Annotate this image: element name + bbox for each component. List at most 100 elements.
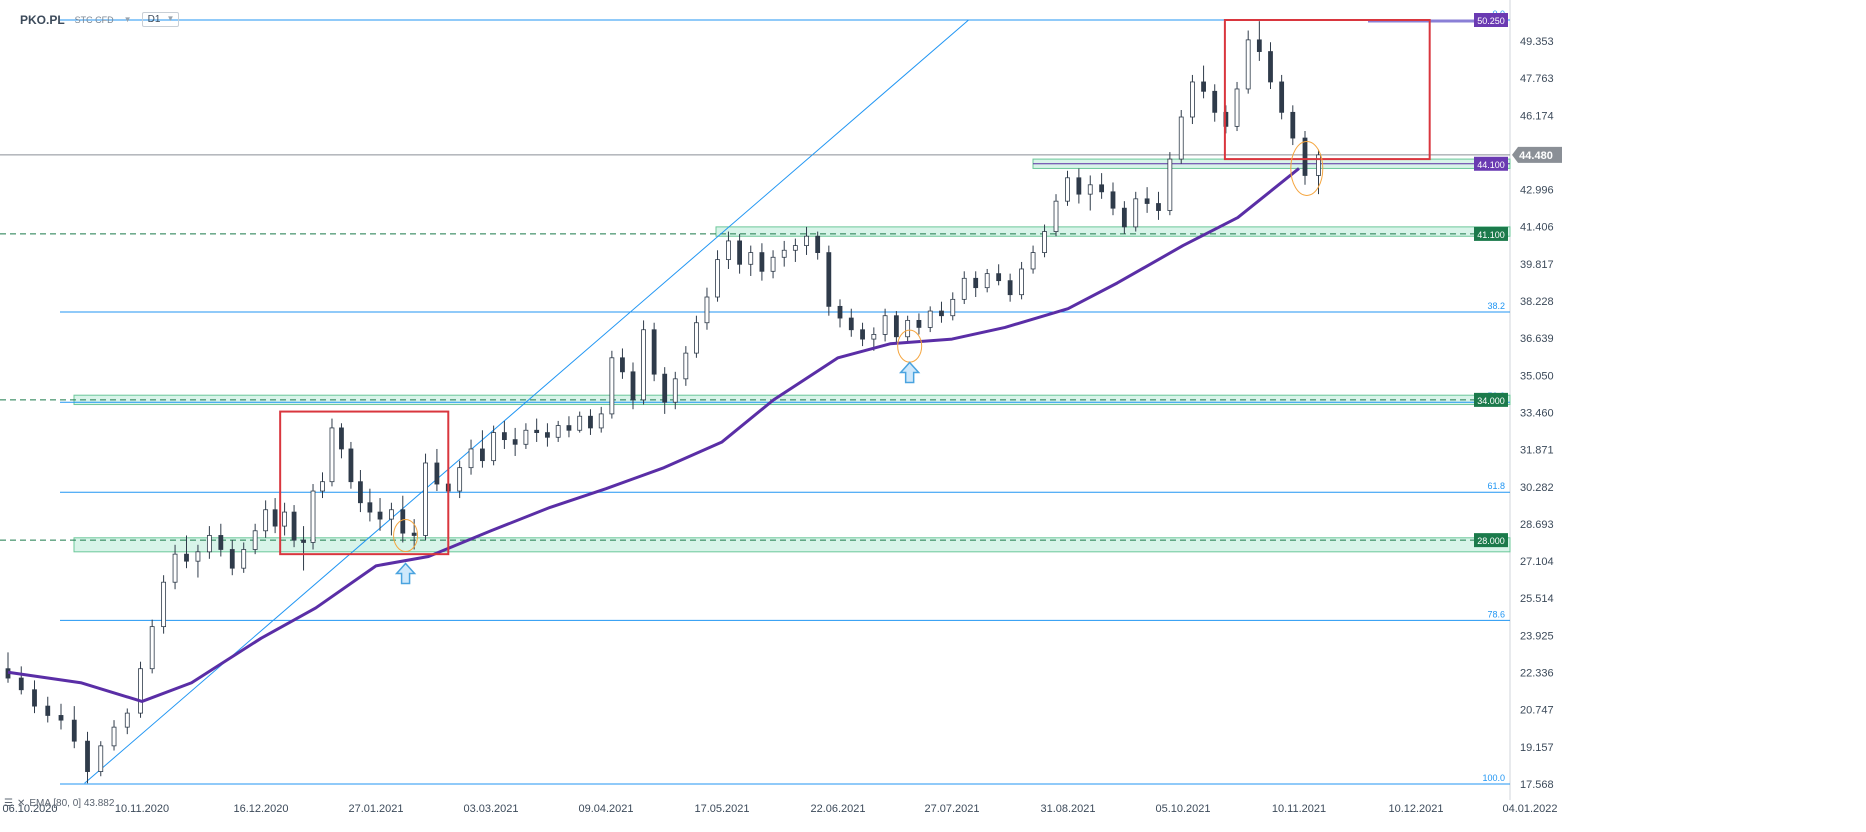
candle-body xyxy=(737,240,742,265)
indicator-legend: ☰ ✕ EMA [80, 0] 43.882 xyxy=(4,798,114,809)
candle-body xyxy=(1234,88,1240,127)
close-icon[interactable]: ✕ xyxy=(16,798,26,809)
arrow-up-icon xyxy=(898,361,921,384)
y-tick-label: 33.460 xyxy=(1520,407,1554,419)
ema-label: EMA [80, 0] 43.882 xyxy=(29,798,115,809)
candle-body xyxy=(871,334,877,340)
candle-body xyxy=(138,668,143,714)
candle-body xyxy=(480,448,485,462)
candle-body xyxy=(1316,154,1321,176)
y-tick-label: 27.104 xyxy=(1520,556,1554,568)
candle-body xyxy=(893,315,899,338)
candle-body xyxy=(1030,252,1036,270)
candle-body xyxy=(1256,39,1262,52)
candle-body xyxy=(161,581,167,628)
candle-body xyxy=(996,273,1002,282)
candle-body xyxy=(1065,177,1070,202)
candle-body xyxy=(491,432,497,462)
symbol-label[interactable]: PKO.PL xyxy=(20,12,65,27)
candle-body xyxy=(339,427,344,450)
candle-body xyxy=(961,277,967,300)
fib-ratio-label: 61.8 xyxy=(1487,481,1505,491)
candle-body xyxy=(358,481,363,504)
candle-body xyxy=(555,425,561,438)
candle-body xyxy=(1144,198,1150,204)
arrow-up-icon xyxy=(394,562,417,585)
candle-body xyxy=(662,373,668,403)
candle-body xyxy=(939,310,944,317)
fib-ratio-label: 38.2 xyxy=(1487,301,1505,311)
candle-body xyxy=(848,317,854,331)
candle-body xyxy=(950,298,956,317)
y-tick-label: 31.871 xyxy=(1520,445,1554,457)
x-tick-label: 10.11.2020 xyxy=(115,803,169,815)
current-price-label: 44.480 xyxy=(1519,150,1553,162)
candle-body xyxy=(748,252,754,265)
candle-body xyxy=(694,322,699,354)
candle-body xyxy=(534,429,540,434)
candle-body xyxy=(523,429,529,445)
candle-body xyxy=(348,448,354,483)
candle-body xyxy=(704,296,710,324)
x-tick-label: 27.01.2021 xyxy=(348,803,403,815)
chevron-down-icon[interactable]: ▼ xyxy=(123,15,132,24)
candle-body xyxy=(545,432,550,438)
candle-body xyxy=(329,427,335,483)
candle-body xyxy=(630,371,636,401)
candle-body xyxy=(672,378,678,403)
y-tick-label: 36.639 xyxy=(1520,333,1554,345)
candle-body xyxy=(651,329,657,375)
candle-body xyxy=(468,448,474,469)
candle-body xyxy=(620,357,625,373)
candle-body xyxy=(195,551,201,562)
candle-body xyxy=(905,319,911,338)
candle-body xyxy=(411,532,417,536)
candle-body xyxy=(111,726,117,747)
candle-body xyxy=(860,329,865,340)
candle-body xyxy=(641,329,646,401)
fib-ratio-label: 78.6 xyxy=(1487,609,1505,619)
candle-body xyxy=(85,740,90,772)
candle-body xyxy=(1099,184,1105,193)
candle-body xyxy=(792,245,798,251)
candle-body xyxy=(973,277,979,289)
candle-body xyxy=(1007,280,1013,296)
y-tick-label: 30.282 xyxy=(1520,482,1554,494)
candle-body xyxy=(263,509,269,532)
list-icon[interactable]: ☰ xyxy=(4,798,13,809)
instrument-type-label: STC CFD xyxy=(74,14,114,25)
price-tag xyxy=(1474,533,1508,548)
fib-ratio-label: 100.0 xyxy=(1482,773,1505,783)
candle-body xyxy=(434,462,440,485)
candle-body xyxy=(577,415,583,431)
candle-body xyxy=(837,305,843,319)
candle-body xyxy=(726,240,731,261)
candle-body xyxy=(1279,81,1285,113)
y-tick-label: 39.817 xyxy=(1520,259,1554,271)
candle-body xyxy=(282,511,287,527)
timeframe-select[interactable]: D1 ▼ xyxy=(141,12,180,27)
candle-body xyxy=(291,511,297,541)
y-tick-label: 17.568 xyxy=(1520,779,1554,791)
candle-body xyxy=(916,319,922,328)
price-tag-label: 50.250 xyxy=(1477,16,1505,26)
candle-body xyxy=(1167,158,1173,211)
candle-body xyxy=(1019,268,1024,296)
highlight-box xyxy=(279,410,450,556)
candle-body xyxy=(206,535,212,553)
price-tag xyxy=(1474,392,1508,407)
candle-body xyxy=(1245,39,1251,90)
candle-body xyxy=(218,535,224,550)
y-tick-label: 35.050 xyxy=(1520,370,1554,382)
candle-body xyxy=(512,439,518,445)
candle-body xyxy=(501,432,507,441)
candle-body xyxy=(32,689,37,707)
candle-body xyxy=(1133,198,1139,228)
candle-body xyxy=(1156,203,1161,211)
y-tick-label: 41.406 xyxy=(1520,222,1554,234)
support-zone xyxy=(715,226,1511,237)
candle-body xyxy=(1110,191,1116,209)
x-tick-label: 04.01.2022 xyxy=(1502,803,1557,815)
